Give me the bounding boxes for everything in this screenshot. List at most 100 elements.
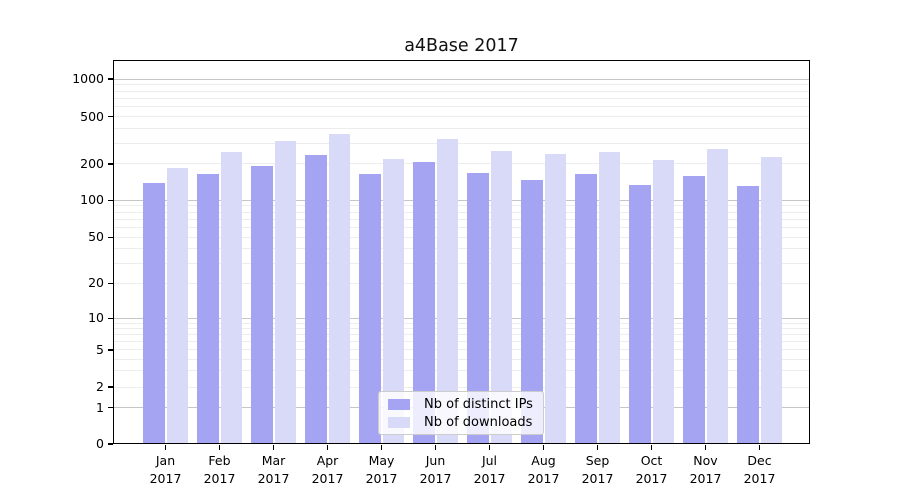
legend: Nb of distinct IPs Nb of downloads (378, 391, 544, 435)
minor-gridline (113, 386, 810, 388)
bar-distinct-ips (467, 172, 489, 444)
bar-downloads (166, 168, 189, 444)
minor-gridline (113, 334, 810, 336)
bar-downloads (544, 153, 567, 444)
minor-gridline (113, 227, 810, 229)
minor-gridline (113, 218, 810, 220)
legend-item-distinct-ips: Nb of distinct IPs (388, 397, 543, 412)
x-tick-mark (704, 445, 707, 450)
bar-distinct-ips (683, 176, 705, 444)
minor-gridline (113, 248, 810, 250)
legend-item-downloads: Nb of downloads (388, 415, 543, 430)
x-tick-year: 2017 (689, 470, 722, 486)
y-tick-label: 200 (80, 155, 104, 171)
y-tick-mark (108, 116, 113, 118)
x-tick-month: Feb (208, 453, 231, 468)
x-tick-year: 2017 (473, 470, 506, 486)
x-tick-year: 2017 (311, 470, 344, 486)
bar-downloads (490, 151, 513, 444)
bar-distinct-ips (305, 154, 327, 444)
legend-label-distinct-ips: Nb of distinct IPs (424, 396, 533, 412)
minor-gridline (113, 127, 810, 129)
y-tick-label: 1000 (72, 71, 104, 86)
x-tick-year: 2017 (365, 470, 398, 486)
minor-gridline (113, 142, 810, 144)
x-tick-mark (596, 445, 599, 450)
x-tick-year: 2017 (635, 470, 668, 486)
x-tick-label: Sep 2017 (566, 452, 630, 487)
minor-gridline (113, 349, 810, 351)
x-tick-month: Nov (693, 453, 718, 468)
y-tick-mark (108, 407, 113, 409)
minor-gridline (113, 84, 810, 86)
x-tick-year: 2017 (527, 470, 560, 486)
y-tick-label: 2 (96, 379, 104, 394)
x-tick-year: 2017 (419, 470, 452, 486)
minor-gridline (113, 163, 810, 165)
minor-gridline (113, 97, 810, 99)
bar-downloads (706, 149, 729, 444)
y-tick-label: 1 (96, 399, 104, 415)
minor-gridline (113, 211, 810, 213)
x-tick-month: Jun (425, 453, 446, 468)
x-tick-mark (488, 445, 491, 450)
bar-distinct-ips (413, 161, 435, 444)
y-tick-mark (108, 163, 113, 165)
major-gridline (113, 199, 810, 201)
legend-swatch-downloads (388, 416, 410, 428)
x-tick-label: May 2017 (350, 452, 414, 487)
x-tick-label: Nov 2017 (674, 452, 738, 487)
x-tick-label: Dec 2017 (728, 452, 792, 487)
bar-distinct-ips (197, 173, 219, 444)
y-tick-mark (108, 78, 113, 80)
x-tick-mark (218, 445, 221, 450)
bar-downloads (436, 138, 459, 444)
y-tick-mark (108, 349, 113, 351)
y-tick-label: 5 (96, 341, 104, 357)
x-tick-mark (650, 445, 653, 450)
y-tick-label: 20 (88, 275, 104, 291)
bar-distinct-ips (251, 166, 273, 444)
x-tick-year: 2017 (581, 470, 614, 486)
bar-distinct-ips (143, 182, 165, 444)
major-gridline (113, 317, 810, 319)
x-tick-month: Jul (481, 453, 498, 468)
minor-gridline (113, 262, 810, 264)
bar-downloads (382, 159, 405, 444)
bar-downloads (652, 160, 675, 444)
plot-area (113, 60, 810, 444)
minor-gridline (113, 322, 810, 324)
x-tick-month: May (368, 453, 395, 468)
minor-gridline (113, 358, 810, 360)
y-tick-label: 10 (88, 310, 104, 326)
y-tick-label: 50 (88, 229, 104, 245)
legend-swatch-distinct-ips (388, 398, 410, 410)
y-tick-label: 0 (96, 436, 104, 451)
y-tick-mark (108, 199, 113, 202)
x-tick-year: 2017 (743, 470, 776, 486)
x-tick-month: Sep (585, 453, 610, 468)
y-tick-mark (108, 317, 113, 319)
x-tick-month: Mar (261, 453, 286, 468)
x-tick-label: Mar 2017 (242, 452, 306, 487)
y-tick-mark (108, 386, 113, 388)
bar-distinct-ips (737, 185, 759, 444)
bar-distinct-ips (521, 180, 543, 444)
legend-label-downloads: Nb of downloads (424, 414, 533, 430)
x-tick-label: Oct 2017 (620, 452, 684, 487)
x-tick-mark (758, 445, 761, 450)
x-tick-year: 2017 (203, 470, 236, 486)
minor-gridline (113, 236, 810, 238)
x-tick-label: Feb 2017 (188, 452, 252, 487)
chart-title: a4Base 2017 (404, 36, 519, 56)
x-tick-mark (434, 445, 437, 450)
x-tick-label: Jan 2017 (134, 452, 198, 487)
minor-gridline (113, 328, 810, 329)
y-tick-label: 500 (80, 108, 104, 124)
x-tick-year: 2017 (257, 470, 290, 486)
minor-gridline (113, 106, 810, 108)
bar-downloads (328, 134, 351, 444)
x-tick-month: Dec (747, 453, 772, 468)
bar-downloads (760, 157, 783, 444)
x-tick-mark (542, 445, 545, 450)
